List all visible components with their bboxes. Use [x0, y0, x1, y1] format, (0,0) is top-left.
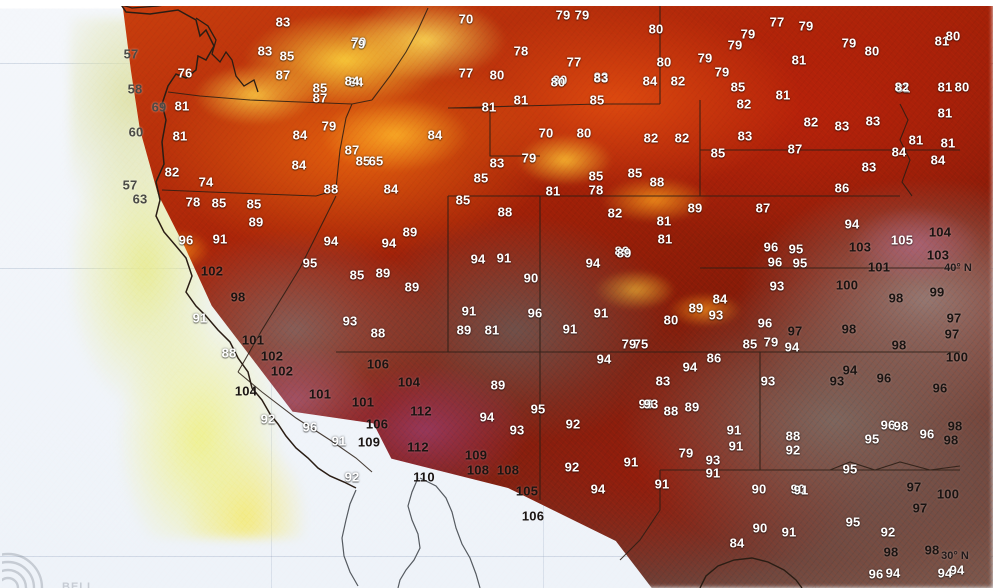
latitude-line [0, 556, 993, 557]
top-letterbox-strip [0, 0, 993, 6]
